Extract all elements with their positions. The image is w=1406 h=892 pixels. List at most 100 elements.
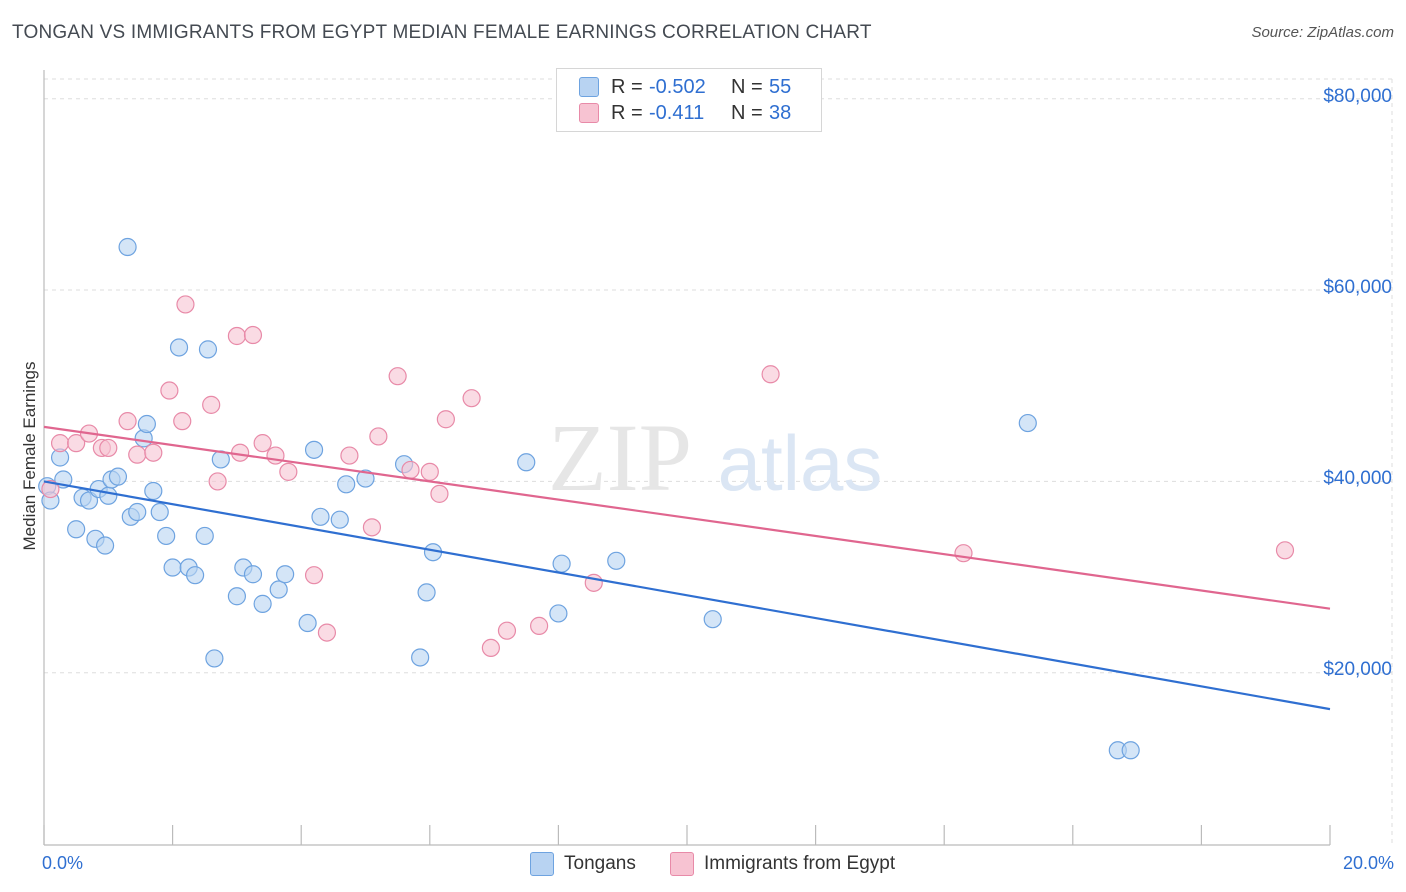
tongans-point — [163, 558, 182, 577]
egypt-point — [481, 638, 500, 658]
trend-lines — [43, 425, 1331, 711]
tongans-point — [128, 502, 147, 522]
correlation-legend: R = -0.502 N = 55 R = -0.411 N = 38 — [556, 68, 822, 132]
egypt-swatch — [579, 103, 599, 123]
egypt-point — [279, 462, 298, 481]
tongans-point — [186, 566, 205, 585]
tongans-point — [552, 554, 571, 573]
r-value: -0.502 — [649, 75, 706, 98]
source-credit: Source: ZipAtlas.com — [1251, 24, 1394, 41]
egypt-point — [401, 460, 420, 480]
egypt-point — [362, 518, 382, 537]
egypt-point — [243, 325, 263, 345]
egypt-point — [253, 434, 272, 453]
egypt-legend-swatch — [670, 852, 694, 876]
tongans-point — [144, 481, 163, 501]
tongans-point — [169, 338, 189, 357]
tongans-point — [253, 594, 272, 613]
watermark-atlas: atlas — [718, 419, 883, 507]
tongans-point — [703, 610, 722, 629]
tongans-point — [137, 414, 156, 434]
egypt-point — [420, 462, 439, 481]
egypt-point — [208, 472, 227, 491]
tongans-point — [417, 583, 436, 602]
tongans-point — [195, 526, 214, 546]
tongans-point — [276, 565, 295, 584]
egypt-point — [202, 395, 221, 414]
tongans-point — [549, 604, 568, 623]
egypt-point — [430, 484, 449, 503]
egypt-point — [462, 389, 481, 408]
r-label: R = — [611, 75, 643, 98]
tongans-point — [198, 340, 218, 359]
bottom-legend-egypt: Immigrants from Egypt — [670, 852, 895, 876]
tongans-point — [67, 520, 86, 539]
tongans-point — [411, 648, 430, 667]
n-label: N = — [731, 101, 763, 124]
tongans-point — [330, 510, 349, 529]
n-label: N = — [731, 75, 763, 98]
egypt-point — [954, 544, 973, 563]
tongans-legend-swatch — [530, 852, 554, 876]
tongans-point — [243, 565, 263, 584]
tongans-point — [304, 440, 324, 459]
r-label: R = — [611, 101, 643, 124]
legend-row-egypt: R = -0.411 N = 38 — [579, 100, 791, 126]
egypt-point — [317, 623, 337, 642]
data-points — [38, 237, 1295, 760]
egypt-point — [50, 434, 70, 453]
egypt-point — [340, 446, 359, 465]
tongans-point — [517, 453, 536, 472]
axes — [43, 70, 1331, 846]
y-axis-label: Median Female Earnings — [20, 361, 39, 551]
egypt-point — [227, 326, 246, 346]
egypt-point — [388, 367, 407, 386]
egypt-point — [160, 381, 179, 400]
tongans-trend-line — [43, 480, 1331, 711]
x-tick-label-max: 20.0% — [1342, 853, 1394, 873]
tongans-point — [311, 507, 330, 526]
egypt-point — [144, 443, 163, 462]
y-tick-label-40000: $40,000 — [1323, 468, 1392, 489]
egypt-point — [173, 412, 192, 431]
legend-row-tongans: R = -0.502 N = 55 — [579, 74, 791, 100]
egypt-point — [304, 566, 324, 585]
tongans-point — [205, 649, 224, 668]
egypt-point — [761, 365, 780, 384]
tongans-point — [95, 536, 115, 555]
tongans-point — [607, 551, 626, 570]
n-value: 55 — [769, 75, 792, 98]
bottom-legend-tongans: Tongans — [530, 852, 636, 876]
x-tick-label-min: 0.0% — [42, 853, 84, 873]
tongans-point — [1018, 413, 1037, 433]
egypt-point — [530, 616, 549, 635]
egypt-trend-line — [43, 425, 1331, 610]
tongans-point — [337, 475, 356, 494]
y-tick-label-80000: $80,000 — [1323, 86, 1392, 107]
watermark-zip: ZIP — [548, 404, 692, 511]
y-tick-label-60000: $60,000 — [1323, 277, 1392, 298]
egypt-point — [436, 410, 455, 429]
egypt-point — [369, 427, 388, 446]
egypt-point — [41, 479, 60, 499]
egypt-point — [176, 295, 195, 314]
chart-title: TONGAN VS IMMIGRANTS FROM EGYPT MEDIAN F… — [12, 22, 872, 43]
tongans-point — [108, 467, 128, 486]
egypt-point — [497, 621, 517, 640]
tongans-point — [269, 580, 288, 599]
tongans-point — [227, 587, 246, 606]
egypt-legend-label: Immigrants from Egypt — [704, 853, 896, 874]
tongans-point — [150, 502, 169, 522]
n-value: 38 — [769, 101, 792, 124]
egypt-point — [118, 412, 137, 431]
egypt-point — [67, 434, 86, 453]
tongans-swatch — [579, 77, 599, 97]
egypt-point — [128, 445, 147, 464]
tongans-point — [298, 613, 317, 633]
tongans-legend-label: Tongans — [564, 853, 636, 874]
tongans-point — [118, 237, 137, 257]
r-value: -0.411 — [649, 101, 705, 124]
tongans-point — [157, 526, 176, 546]
tongans-point — [356, 469, 375, 488]
